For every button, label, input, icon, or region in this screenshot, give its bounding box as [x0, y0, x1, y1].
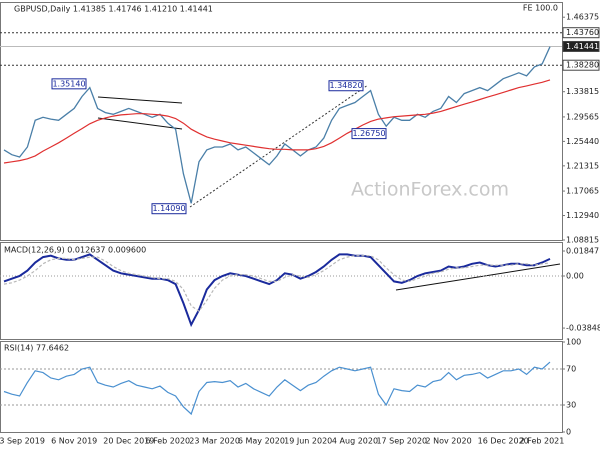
- y-tick-label: 100: [566, 338, 581, 347]
- price-level-label: 1.43760: [566, 28, 599, 37]
- y-tick-label: 1.08815: [566, 236, 599, 245]
- panel-title: RSI(14) 77.6462: [4, 344, 69, 353]
- price-level-label: 1.41441: [566, 42, 599, 51]
- annotation-label: 1.34820: [329, 81, 362, 90]
- annotation-box: [351, 128, 387, 140]
- x-tick-label: 20 Dec 2019: [103, 437, 154, 446]
- annotation-label: 1.26750: [352, 129, 385, 138]
- annotation-box: [151, 203, 187, 215]
- x-tick-label: 23 Mar 2020: [189, 437, 240, 446]
- price-level-label: 1.38280: [566, 61, 599, 70]
- y-tick-label: -0.038486: [566, 324, 600, 333]
- y-tick-label: 1.17065: [566, 187, 599, 196]
- macd-panel: [0, 242, 563, 340]
- price-level-box: [562, 27, 600, 39]
- x-tick-label: 2 Feb 2021: [520, 437, 565, 446]
- x-tick-label: 4 Aug 2020: [332, 437, 378, 446]
- x-tick-label: 6 May 2020: [238, 437, 285, 446]
- x-tick-label: 16 Dec 2020: [478, 437, 529, 446]
- series-line: [3, 253, 551, 328]
- y-tick-label: 0.018471: [566, 247, 600, 256]
- series-line: [3, 361, 551, 416]
- chart-title: GBPUSD,Daily 1.41385 1.41746 1.41210 1.4…: [14, 5, 213, 14]
- x-tick-label: 23 Sep 2019: [0, 437, 45, 446]
- x-tick-label: 6 Feb 2020: [145, 437, 190, 446]
- series-line: [3, 79, 551, 164]
- y-tick-label: 0: [566, 428, 571, 437]
- annotation-label: 1.14090: [152, 204, 185, 213]
- x-tick-label: 17 Sep 2020: [376, 437, 427, 446]
- y-tick-label: 1.21315: [566, 161, 599, 170]
- trendline: [395, 263, 561, 291]
- price-level-box: [562, 59, 600, 71]
- trendline: [97, 96, 183, 104]
- y-tick-label: 1.33815: [566, 87, 599, 96]
- x-tick-label: 19 Jun 2020: [284, 437, 332, 446]
- annotation-box: [51, 78, 87, 90]
- annotation-label: 1.35140: [52, 79, 85, 88]
- y-tick-label: 1.46375: [566, 13, 599, 22]
- y-tick-label: 1.12940: [566, 211, 599, 220]
- y-tick-label: 70: [566, 365, 576, 374]
- rsi-panel: [0, 341, 563, 433]
- x-tick-label: 2 Nov 2020: [426, 437, 472, 446]
- y-tick-label: 1.29565: [566, 112, 599, 121]
- price-level-box: [562, 40, 600, 52]
- x-tick-label: 6 Nov 2019: [51, 437, 97, 446]
- trendline: [97, 117, 183, 130]
- series-line: [3, 46, 551, 204]
- panel-title: MACD(12,26,9) 0.012637 0.009600: [4, 246, 146, 255]
- y-tick-label: 0.00: [566, 272, 584, 281]
- y-tick-label: 30: [566, 401, 576, 410]
- watermark: ActionForex.com: [351, 179, 509, 201]
- annotation-box: [328, 80, 364, 92]
- price-panel: [0, 2, 563, 241]
- y-tick-label: 1.25440: [566, 137, 599, 146]
- corner-label: FE 100.0: [523, 4, 558, 13]
